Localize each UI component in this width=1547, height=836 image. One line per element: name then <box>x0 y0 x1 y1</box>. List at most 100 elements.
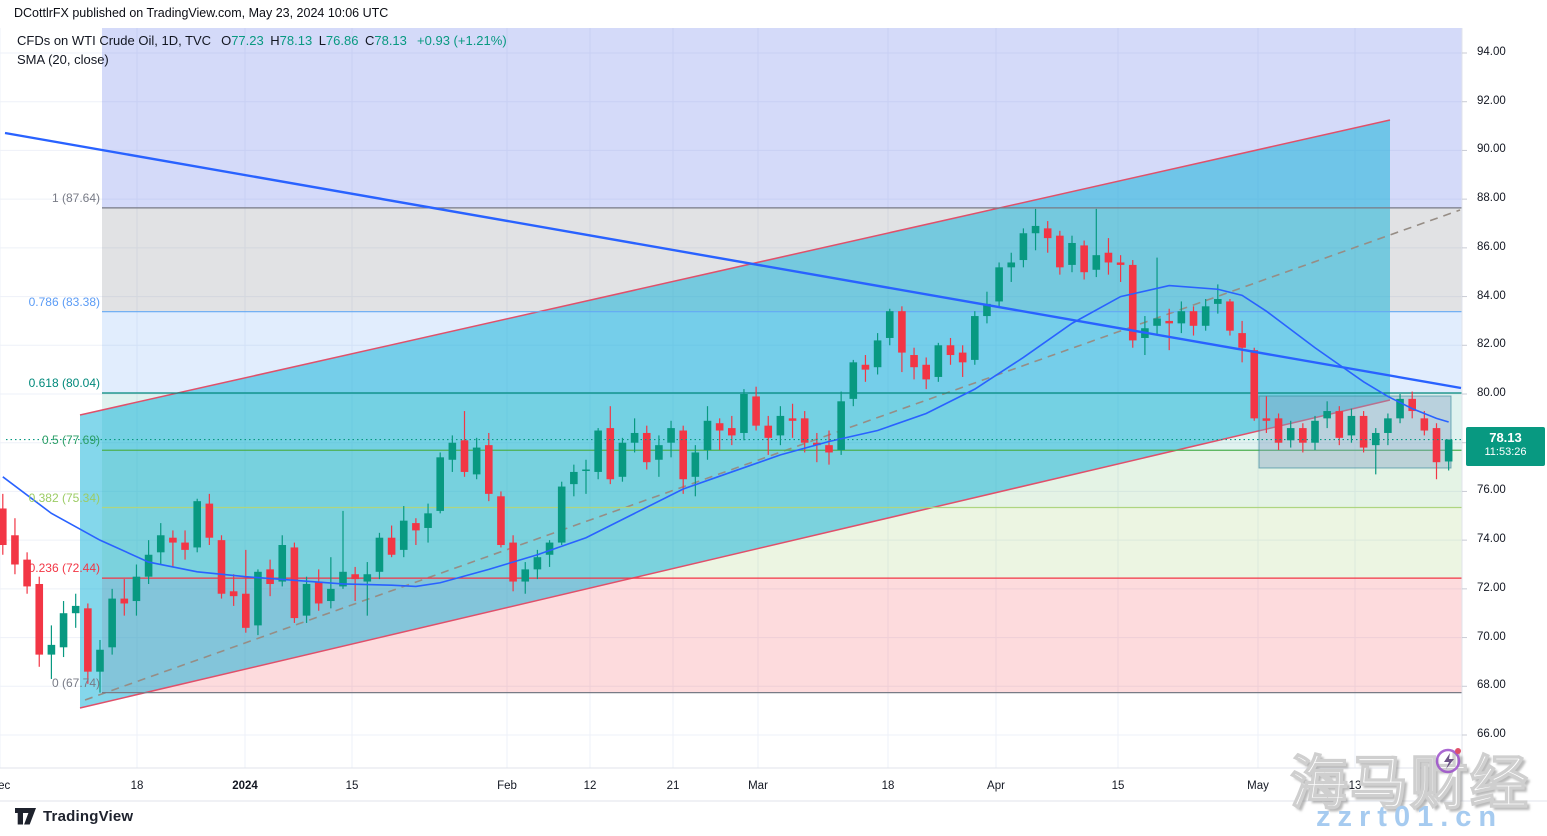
candle-body <box>11 535 19 565</box>
candle-body <box>1432 428 1441 463</box>
candle-body <box>424 513 432 528</box>
candle-body <box>521 569 530 582</box>
candle-body <box>375 537 384 572</box>
candle-body <box>946 345 955 356</box>
candle-body <box>1214 299 1222 304</box>
candle-body <box>1116 262 1125 265</box>
candle-body <box>132 576 141 602</box>
time-axis-label: Dec <box>0 780 11 792</box>
candle-body <box>630 432 639 443</box>
candle-body <box>813 442 821 446</box>
candle-body <box>1007 262 1016 268</box>
candle-body <box>1396 398 1404 419</box>
candle-body <box>412 523 420 531</box>
candle-body <box>1043 228 1052 239</box>
blue-trendline <box>4 131 1462 390</box>
candle-body <box>1408 398 1416 412</box>
candle-body <box>1092 255 1101 270</box>
price-axis-label: 86.00 <box>1477 240 1506 253</box>
candle-body <box>1031 225 1040 234</box>
legend-change: +0.93 (+1.21%) <box>417 33 507 48</box>
candle-body <box>800 418 809 443</box>
candle-body <box>448 442 457 460</box>
fib-level-label: 0.236 (72.44) <box>28 561 100 576</box>
candle-body <box>290 547 299 619</box>
legend-ohlc: O77.23 H78.13 L76.86 C78.13 <box>221 33 413 48</box>
candle-body <box>1165 320 1173 324</box>
candle-body <box>557 486 566 543</box>
tradingview-logo-icon <box>15 808 36 825</box>
candle-body <box>1335 411 1344 438</box>
candle-body <box>922 364 930 380</box>
candle-body <box>1056 235 1064 268</box>
candle-body <box>1177 311 1186 324</box>
dashed-trendline <box>84 209 1461 701</box>
time-axis-label: May <box>1247 780 1269 792</box>
candle-body <box>752 396 760 426</box>
candle-body <box>497 496 505 546</box>
ohlc-value: 76.86 <box>325 33 365 48</box>
candle-body <box>1080 245 1088 273</box>
ohlc-value: 78.13 <box>374 33 414 48</box>
candle-body <box>764 425 773 438</box>
candle-body <box>193 501 201 548</box>
candle-body <box>23 559 31 587</box>
publish-header: DCottlrFX published on TradingView.com, … <box>14 6 389 20</box>
candle-body <box>1238 333 1246 348</box>
candle-body <box>1299 428 1307 443</box>
candle-body <box>1153 318 1161 326</box>
candle-body <box>1311 420 1319 443</box>
watermark-url: zzrt01.cn <box>1316 801 1504 833</box>
ohlc-key: O <box>221 33 232 48</box>
candle-body <box>436 457 444 511</box>
candle-body <box>788 418 797 421</box>
price-axis-bg <box>1463 0 1547 801</box>
indicator-legend[interactable]: SMA (20, close) <box>17 52 109 67</box>
tradingview-logo-text: TradingView <box>43 808 134 825</box>
candle-body <box>655 445 663 460</box>
candle-body <box>1384 418 1392 433</box>
candle-body <box>691 452 700 477</box>
candle-body <box>995 267 1003 302</box>
channel-lower-line <box>79 399 1391 709</box>
price-axis-label: 80.00 <box>1477 386 1506 399</box>
candle-body <box>302 583 311 616</box>
candle-body <box>582 469 590 472</box>
tradingview-logo[interactable]: TradingView <box>14 806 133 827</box>
candle-body <box>983 303 991 317</box>
candle-body <box>242 593 250 628</box>
time-axis-label: Apr <box>987 780 1005 792</box>
price-axis-label: 76.00 <box>1477 484 1506 497</box>
fib-level-label: 0.786 (83.38) <box>28 294 100 309</box>
candle-body <box>387 537 396 555</box>
candle-body <box>1250 350 1259 419</box>
fib-level-label: 0.618 (80.04) <box>28 376 100 391</box>
candle-body <box>1019 233 1028 261</box>
symbol-title[interactable]: CFDs on WTI Crude Oil, 1D, TVC <box>17 33 212 48</box>
sma-line <box>2 284 1449 588</box>
candle-body <box>217 540 226 594</box>
candle-body <box>1128 264 1137 341</box>
candle-body <box>96 649 104 672</box>
candle-body <box>1347 415 1356 436</box>
candle-body <box>229 591 238 597</box>
candle-body <box>1262 418 1271 421</box>
symbol-legend[interactable]: CFDs on WTI Crude Oil, 1D, TVC O77.23 H78… <box>17 33 507 48</box>
candle-body <box>570 471 578 485</box>
candle-body <box>351 574 359 580</box>
candle-body <box>606 428 615 480</box>
price-axis-label: 66.00 <box>1477 727 1506 740</box>
candle-body <box>971 316 979 360</box>
candle-body <box>1286 428 1295 441</box>
candle-body <box>910 355 918 368</box>
time-axis-label: 18 <box>881 780 895 792</box>
channel-upper-line <box>79 119 1391 416</box>
candle-body <box>108 598 116 648</box>
candle-body <box>47 644 56 655</box>
time-axis-label: Mar <box>748 780 768 792</box>
last-price-badge: 78.13 11:53:26 <box>1466 427 1545 466</box>
candle-body <box>120 598 129 604</box>
price-axis-label: 88.00 <box>1477 192 1506 205</box>
candle-body <box>1201 306 1210 326</box>
